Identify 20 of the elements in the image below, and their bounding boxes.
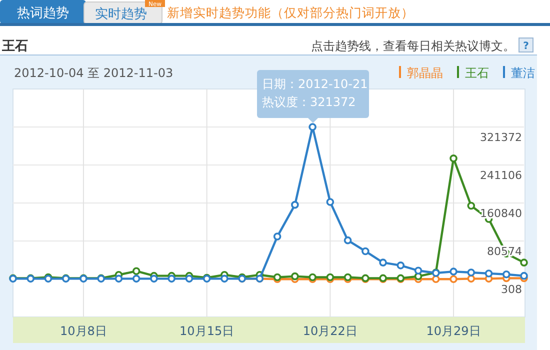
annotation: 热议度：321372 xyxy=(262,95,356,109)
text: 点击趋势线，查看每日相关热议博文。 xyxy=(311,39,515,53)
legend-label: 郭晶晶 xyxy=(407,66,443,80)
chart-title: 王石 xyxy=(1,39,28,54)
x-tick-label: 10月29日 xyxy=(426,324,481,338)
y-tick-label: 308 xyxy=(501,283,522,296)
annotation: 日期：2012-10-21 xyxy=(262,77,368,91)
y-tick-label: 160840 xyxy=(480,207,522,220)
text: ? xyxy=(523,41,530,52)
x-tick-label: 10月15日 xyxy=(180,324,234,338)
y-tick-label: 321372 xyxy=(480,131,522,144)
chart-subtitle: 2012-10-04 至 2012-11-03 xyxy=(14,66,174,80)
text: 新增实时趋势功能（仅对部分热门词开放） xyxy=(167,5,414,20)
x-tick-label: 10月22日 xyxy=(302,324,358,338)
text: 实时趋势 xyxy=(95,7,147,22)
x-tick-label: 10月8日 xyxy=(60,324,107,338)
text: 热词趋势 xyxy=(17,6,69,21)
legend-label: 董洁 xyxy=(511,66,535,80)
y-tick-label: 241106 xyxy=(480,169,522,182)
legend-label: 王石 xyxy=(465,66,489,80)
